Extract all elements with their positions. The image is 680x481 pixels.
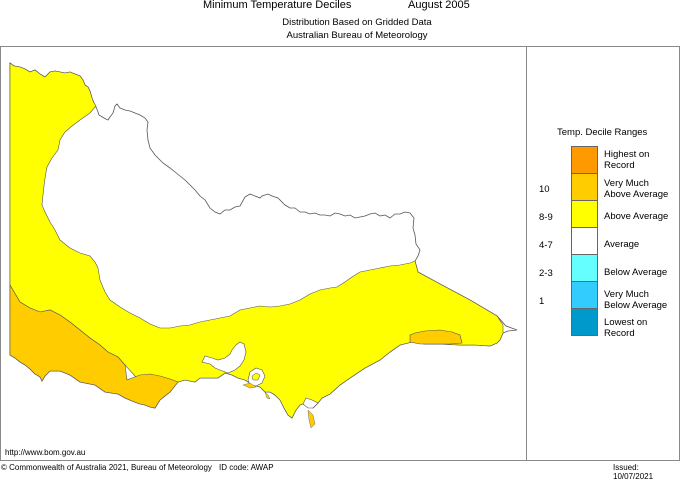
- swatch-very-much-below: [571, 281, 598, 308]
- legend-label-very-much-above: Very Much Above Average: [604, 178, 669, 200]
- port-phillip-bay: [201, 341, 247, 374]
- label-line: Lowest on: [604, 317, 648, 328]
- label-line: Record: [604, 159, 635, 171]
- id-code-text: ID code: AWAP: [219, 463, 274, 472]
- range-4-7: 4-7: [539, 240, 553, 251]
- subtitle-distribution: Distribution Based on Gridded Data: [282, 17, 432, 28]
- range-8-9: 8-9: [539, 212, 553, 223]
- copyright-text: © Commonwealth of Australia 2021, Bureau…: [1, 463, 212, 472]
- label-line: Very Much: [604, 178, 649, 189]
- victoria-decile-map: [9, 62, 518, 429]
- phillip-island: [251, 372, 261, 381]
- above-average-region: [9, 62, 504, 419]
- legend-label-lowest: Lowest on Record: [604, 317, 648, 339]
- corner-inlet: [302, 397, 319, 409]
- title-text: Minimum Temperature Deciles: [203, 0, 352, 11]
- issued-date-text: Issued: 10/07/2021: [613, 463, 654, 481]
- very-much-above-region-east: [409, 329, 463, 345]
- legend-label-above: Above Average: [604, 211, 669, 222]
- label-line: Very Much: [604, 289, 649, 300]
- swatch-below: [571, 254, 598, 281]
- period-text: August 2005: [408, 0, 470, 11]
- map-title: Minimum Temperature Deciles August 2005: [0, 0, 680, 14]
- swatch-average: [571, 227, 598, 254]
- swatch-highest: [571, 146, 598, 173]
- range-2-3: 2-3: [539, 268, 553, 279]
- coastal-strip-orange: [242, 382, 316, 429]
- label-line: Record: [604, 327, 635, 339]
- legend-label-highest: Highest on Record: [604, 149, 650, 171]
- bom-url-link[interactable]: http://www.bom.gov.au: [5, 448, 86, 457]
- legend-label-average: Average: [604, 239, 640, 250]
- subtitle-agency: Australian Bureau of Meteorology: [286, 30, 428, 41]
- legend-color-bar: [571, 146, 598, 336]
- label-line: Above Average: [604, 188, 669, 200]
- swatch-above: [571, 200, 598, 227]
- label-line: Highest on: [604, 149, 650, 160]
- label-line: Below Average: [604, 299, 668, 311]
- legend-label-very-much-below: Very Much Below Average: [604, 289, 668, 311]
- very-much-above-region-west: [9, 283, 179, 409]
- range-1: 1: [539, 296, 545, 307]
- legend-divider: [526, 46, 527, 460]
- legend-title: Temp. Decile Ranges: [557, 127, 648, 138]
- swatch-very-much-above: [571, 173, 598, 200]
- legend-label-below: Below Average: [604, 267, 668, 278]
- swatch-lowest: [571, 308, 598, 336]
- range-10: 10: [539, 184, 550, 195]
